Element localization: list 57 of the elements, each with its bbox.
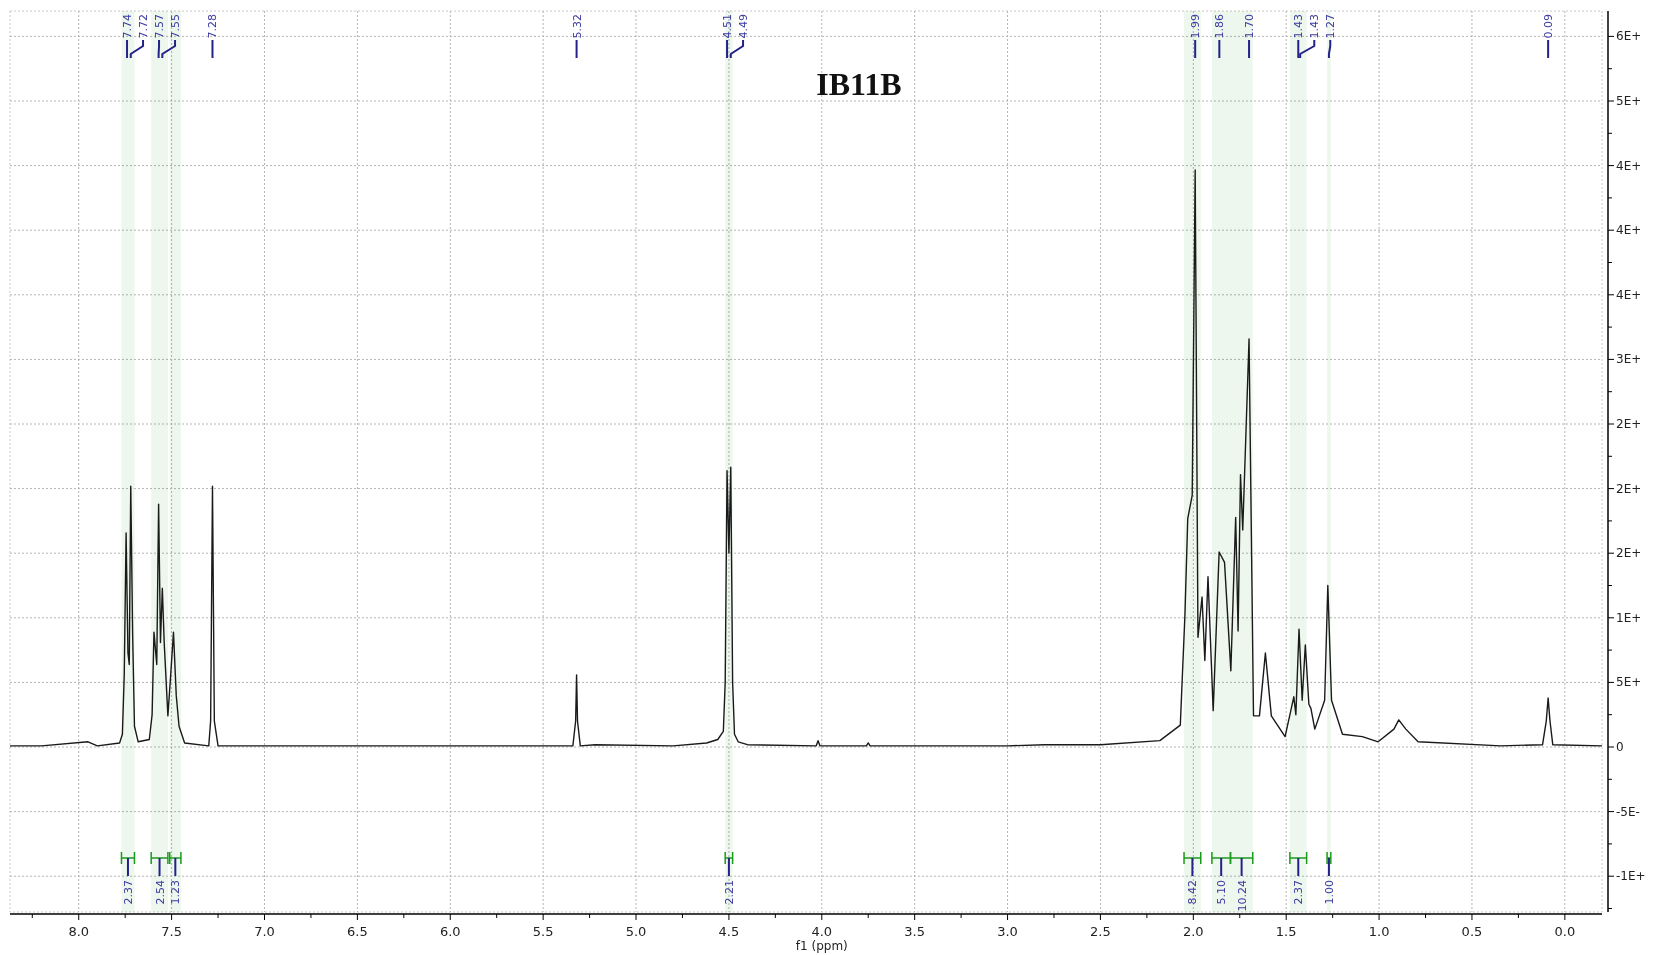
x-tick-label: 3.0 xyxy=(997,924,1018,939)
annotation: 7.28 xyxy=(206,14,220,39)
text: 2E+ xyxy=(1616,417,1642,431)
text: 2E+ xyxy=(1616,546,1642,561)
band-label: 8.42 xyxy=(1186,880,1200,905)
annotation: 1.43 xyxy=(1308,14,1322,39)
annotation: 1.43 xyxy=(1292,14,1306,39)
annotation: 7.74 xyxy=(121,14,135,39)
band-label: 2.54 xyxy=(153,880,167,905)
x-tick-label: 5.5 xyxy=(532,924,554,939)
band-label: 2.37 xyxy=(121,880,135,905)
annotation: 1.70 xyxy=(1243,14,1257,39)
text: 4E+ xyxy=(1616,287,1642,302)
band-label: 2.37 xyxy=(1292,880,1306,905)
annotation: 1.99 xyxy=(1189,14,1203,39)
x-tick-label: 5.0 xyxy=(625,924,647,939)
text: 5E+ xyxy=(1616,675,1642,690)
annotation: 7.57 xyxy=(153,14,167,39)
text: 0 xyxy=(1616,740,1624,754)
x-tick-label: 1.5 xyxy=(1275,924,1297,939)
text: 5E+ xyxy=(1616,94,1642,108)
x-tick-label: 1.0 xyxy=(1368,924,1390,939)
x-tick-label: 7.0 xyxy=(254,924,275,939)
x-tick-label: 7.5 xyxy=(161,924,182,939)
text: 6E+ xyxy=(1616,29,1642,44)
text: -1E+ xyxy=(1616,869,1646,884)
x-tick-label: 2.5 xyxy=(1090,924,1111,939)
x-tick-label: 3.5 xyxy=(904,924,926,939)
x-tick-label: 0.5 xyxy=(1461,924,1483,939)
annotation: 4.49 xyxy=(737,14,751,39)
text: 4E+ xyxy=(1616,158,1642,173)
text: 3E+ xyxy=(1616,352,1642,367)
x-axis-title: f1 (ppm) xyxy=(795,939,848,953)
x-tick-label: 8.0 xyxy=(68,924,90,939)
annotation: 7.55 xyxy=(169,14,183,39)
x-tick-label: 4.0 xyxy=(811,924,833,939)
chart-title: IB11B xyxy=(816,66,902,102)
text: 4E+ xyxy=(1616,223,1642,238)
band-label: 5.10 xyxy=(1215,880,1229,905)
x-tick-label: 0.0 xyxy=(1554,924,1576,939)
x-tick-label: 2.0 xyxy=(1182,924,1204,939)
annotation: 1.86 xyxy=(1213,14,1227,39)
band-label: 1.23 xyxy=(169,880,183,905)
annotation: 5.32 xyxy=(570,14,584,39)
text: 2E+ xyxy=(1616,481,1642,496)
band-label: 10.24 xyxy=(1235,880,1249,912)
annotation: 7.72 xyxy=(137,14,151,39)
annotation: 1.27 xyxy=(1324,14,1338,39)
annotation: 0.09 xyxy=(1542,14,1556,39)
band-label: 2.21 xyxy=(722,880,736,905)
x-tick-label: 6.5 xyxy=(347,924,368,939)
annotation: 4.51 xyxy=(721,14,735,39)
x-tick-label: 6.0 xyxy=(439,924,461,939)
text: 1E+ xyxy=(1616,610,1642,625)
band-label: 1.00 xyxy=(1322,880,1336,905)
x-tick-label: 4.5 xyxy=(718,924,740,939)
text: -5E- xyxy=(1616,804,1640,819)
